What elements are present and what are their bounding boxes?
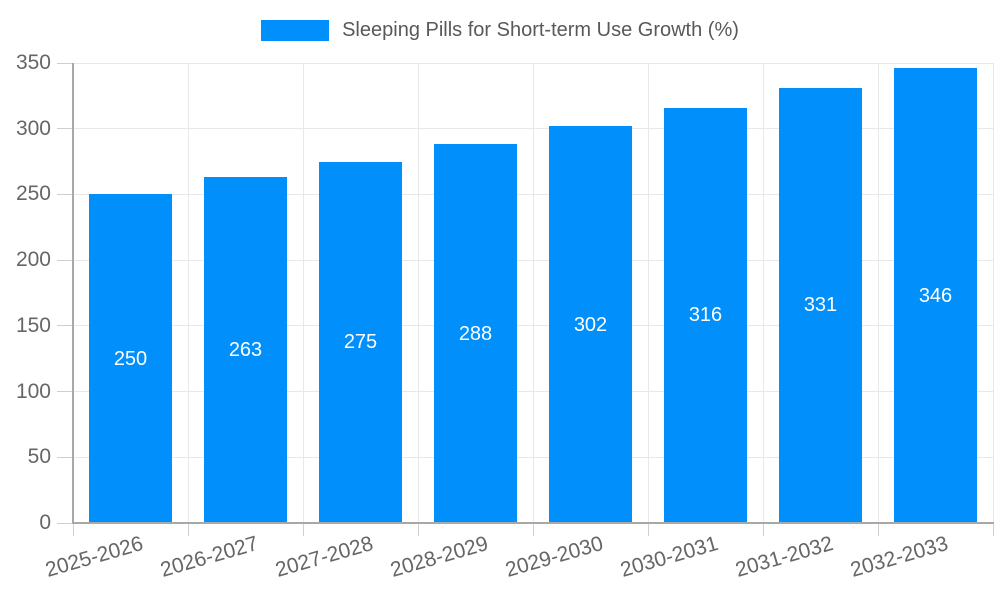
x-gridline [417,63,419,523]
y-axis-tick-label: 100 [15,379,51,403]
bar-value-label: 316 [688,304,723,327]
x-axis-tick-label: 2027-2028 [272,532,376,582]
y-axis-tick [57,522,73,524]
x-axis-tick [877,523,879,536]
y-axis-tick-label: 150 [15,313,51,337]
y-axis-tick [57,456,73,458]
x-axis-tick [532,523,534,536]
bar-2029-2030[interactable] [549,126,632,523]
x-axis-tick [647,523,649,536]
bar-2032-2033[interactable] [894,68,977,523]
x-axis-tick-label: 2026-2027 [157,532,261,582]
x-axis-tick-label: 2029-2030 [502,532,606,582]
x-gridline [877,63,879,523]
x-axis-tick [417,523,419,536]
bar-value-label: 275 [343,331,378,354]
y-axis-tick-label: 250 [15,182,51,206]
x-gridline [762,63,764,523]
y-axis-tick [57,391,73,393]
x-gridline [302,63,304,523]
bar-value-label: 288 [458,322,493,345]
bar-2027-2028[interactable] [319,161,402,523]
y-axis-line [72,63,74,524]
x-axis-tick [992,523,994,536]
x-axis-tick-label: 2032-2033 [847,532,951,582]
y-axis-tick [57,193,73,195]
x-gridline [532,63,534,523]
x-axis-tick [302,523,304,536]
x-axis-tick-label: 2030-2031 [617,532,721,582]
y-axis-tick [57,128,73,130]
x-axis-tick-label: 2025-2026 [42,532,146,582]
bar-2031-2032[interactable] [779,87,862,523]
bar-value-label: 302 [573,313,608,336]
x-gridline [187,63,189,523]
bar-2028-2029[interactable] [434,144,517,523]
y-axis-tick-label: 50 [27,445,51,469]
x-axis-tick [187,523,189,536]
x-gridline [992,63,994,523]
bar-2030-2031[interactable] [664,107,747,523]
y-axis-tick [57,62,73,64]
legend-label: Sleeping Pills for Short-term Use Growth… [342,19,739,41]
x-axis-line [72,522,994,524]
bar-value-label: 263 [228,339,263,362]
bar-value-label: 250 [113,347,148,370]
y-axis-tick-label: 300 [15,116,51,140]
bar-value-label: 346 [918,284,953,307]
y-axis-tick [57,325,73,327]
legend-swatch [261,20,330,41]
bar-2025-2026[interactable] [89,194,172,523]
bar-2026-2027[interactable] [204,177,287,523]
x-axis-tick [762,523,764,536]
y-axis-tick [57,259,73,261]
bar-value-label: 331 [803,294,838,317]
y-axis-tick-label: 200 [15,248,51,272]
y-axis-tick-label: 0 [39,511,51,534]
y-axis-tick-label: 350 [15,51,51,74]
x-gridline [647,63,649,523]
legend-item[interactable]: Sleeping Pills for Short-term Use Growth… [0,19,1000,42]
x-axis-tick-label: 2031-2032 [732,532,836,582]
x-axis-tick [72,523,74,536]
x-axis-tick-label: 2028-2029 [387,532,491,582]
